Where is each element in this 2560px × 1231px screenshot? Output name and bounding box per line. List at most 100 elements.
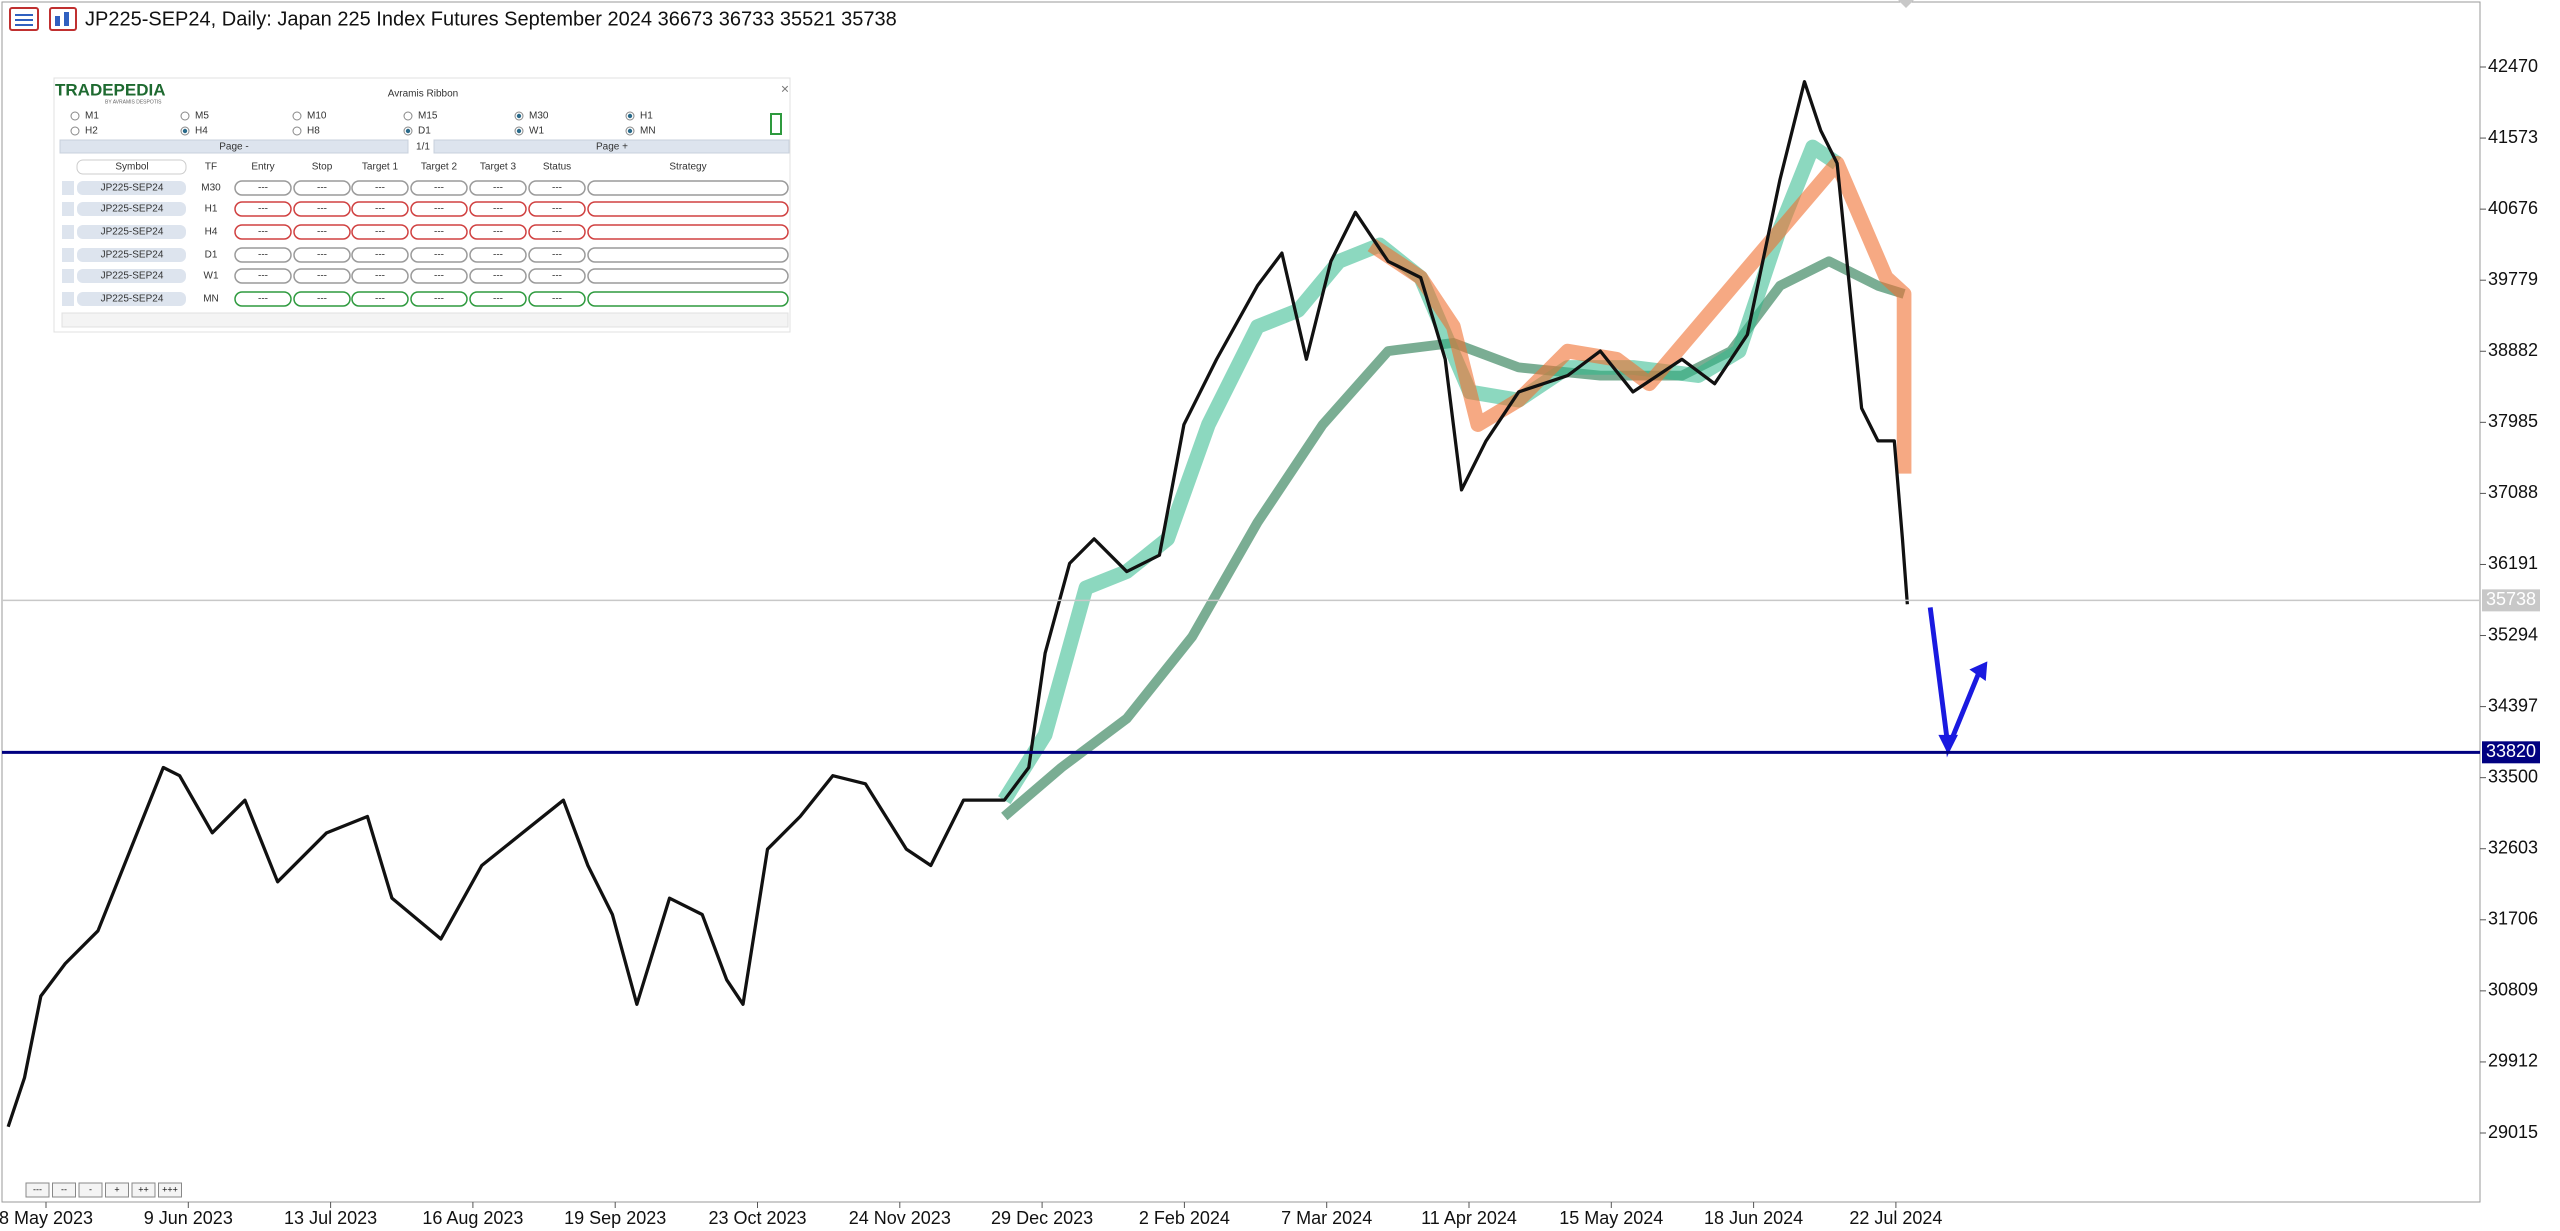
value-cell	[410, 291, 468, 307]
symbol: JP225-SEP24	[101, 183, 164, 194]
arrow-head	[1969, 661, 1988, 681]
cell-value: ---	[552, 183, 562, 194]
timeframe-label: W1	[529, 126, 544, 137]
y-tick-label: 42470	[2488, 56, 2538, 76]
arrow-head	[1938, 734, 1958, 755]
zoom-button-label: ---	[33, 1184, 42, 1194]
value-cell	[351, 291, 409, 307]
zoom-button[interactable]	[52, 1182, 76, 1198]
timeframe-radio-dot	[627, 113, 633, 119]
value-cell	[410, 268, 468, 284]
timeframe-radio[interactable]	[70, 126, 80, 136]
timeframe-label: MN	[640, 126, 656, 137]
x-tick-label: 7 Mar 2024	[1281, 1208, 1372, 1228]
y-tick-label: 29912	[2488, 1051, 2538, 1071]
value-cell	[234, 180, 292, 196]
zoom-button[interactable]	[131, 1182, 156, 1198]
cell-value: ---	[375, 204, 385, 215]
zoom-button[interactable]	[158, 1182, 182, 1198]
value-cell	[351, 268, 409, 284]
x-tick-label: 13 Jul 2023	[284, 1208, 377, 1228]
timeframe: M30	[201, 183, 221, 194]
y-tick-label: 33500	[2488, 766, 2538, 786]
value-cell	[410, 224, 468, 240]
y-tick-label: 32603	[2488, 837, 2538, 857]
value-cell	[528, 224, 586, 240]
row-icon	[62, 202, 74, 216]
pager-label: Page -	[219, 142, 248, 153]
value-cell	[293, 291, 351, 307]
timeframe-radio[interactable]	[70, 111, 80, 121]
value-cell	[528, 201, 586, 217]
symbol-cell	[77, 248, 186, 262]
y-tick-label: 37985	[2488, 411, 2538, 431]
cell-value: ---	[258, 294, 268, 305]
timeframe: H4	[205, 227, 218, 238]
pager-button[interactable]	[59, 139, 409, 154]
cell-value: ---	[493, 271, 503, 282]
zoom-button-label: +++	[162, 1184, 178, 1194]
cell-value: ---	[317, 204, 327, 215]
column-header: Target 1	[362, 162, 399, 173]
value-cell	[528, 291, 586, 307]
chart-icon[interactable]	[49, 7, 77, 31]
value-cell	[410, 180, 468, 196]
value-cell	[469, 180, 527, 196]
ribbon-slow	[1001, 256, 1906, 821]
value-cell	[293, 224, 351, 240]
cell-value: ---	[317, 294, 327, 305]
zoom-button-label: ++	[138, 1184, 149, 1194]
column-header: TF	[205, 162, 217, 173]
zoom-button[interactable]	[78, 1182, 103, 1198]
timeframe-label: H8	[307, 126, 320, 137]
empty-row	[61, 312, 789, 328]
zoom-button-label: +	[114, 1184, 119, 1194]
zoom-button[interactable]	[25, 1182, 50, 1198]
symbol: JP225-SEP24	[101, 271, 164, 282]
column-header: Target 3	[480, 162, 517, 173]
strategy-cell	[587, 201, 789, 217]
x-tick-label: 18 Jun 2024	[1704, 1208, 1803, 1228]
panel-close[interactable]: ×	[781, 81, 789, 97]
cell-value: ---	[434, 271, 444, 282]
cell-value: ---	[552, 271, 562, 282]
icon-bar	[55, 16, 60, 26]
timeframe: W1	[204, 271, 219, 282]
ribbon-bear	[1367, 155, 1912, 474]
symbol-cell	[77, 225, 186, 239]
cell-value: ---	[317, 250, 327, 261]
timeframe-radio[interactable]	[292, 126, 302, 136]
y-tick-label: 29015	[2488, 1122, 2538, 1142]
value-cell	[469, 224, 527, 240]
value-cell	[234, 224, 292, 240]
timeframe-radio[interactable]	[180, 111, 190, 121]
value-cell	[528, 180, 586, 196]
cell-value: ---	[317, 271, 327, 282]
panel-logo: TRADEPEDIA	[55, 80, 166, 99]
pager-button[interactable]	[433, 139, 790, 154]
cell-value: ---	[317, 183, 327, 194]
price-level-tag	[2482, 741, 2540, 764]
timeframe-radio-dot	[516, 128, 522, 134]
row-icon	[62, 225, 74, 239]
symbol-cell	[77, 181, 186, 195]
header-icons	[9, 7, 77, 31]
timeframe-radio[interactable]	[292, 111, 302, 121]
column-header: Strategy	[669, 162, 706, 173]
cell-value: ---	[493, 227, 503, 238]
y-tick-label: 40676	[2488, 198, 2538, 218]
x-tick-label: 2 Feb 2024	[1139, 1208, 1230, 1228]
cell-value: ---	[258, 183, 268, 194]
timeframe-radio-dot	[516, 113, 522, 119]
row-icon	[62, 181, 74, 195]
value-cell	[293, 268, 351, 284]
value-cell	[469, 247, 527, 263]
zoom-button[interactable]	[105, 1182, 129, 1198]
x-tick-label: 19 Sep 2023	[564, 1208, 666, 1228]
y-tick-label: 35294	[2488, 624, 2538, 644]
y-tick-label: 37088	[2488, 482, 2538, 502]
symbol: JP225-SEP24	[101, 204, 164, 215]
cell-value: ---	[493, 204, 503, 215]
cell-value: ---	[552, 204, 562, 215]
timeframe-radio[interactable]	[403, 111, 413, 121]
